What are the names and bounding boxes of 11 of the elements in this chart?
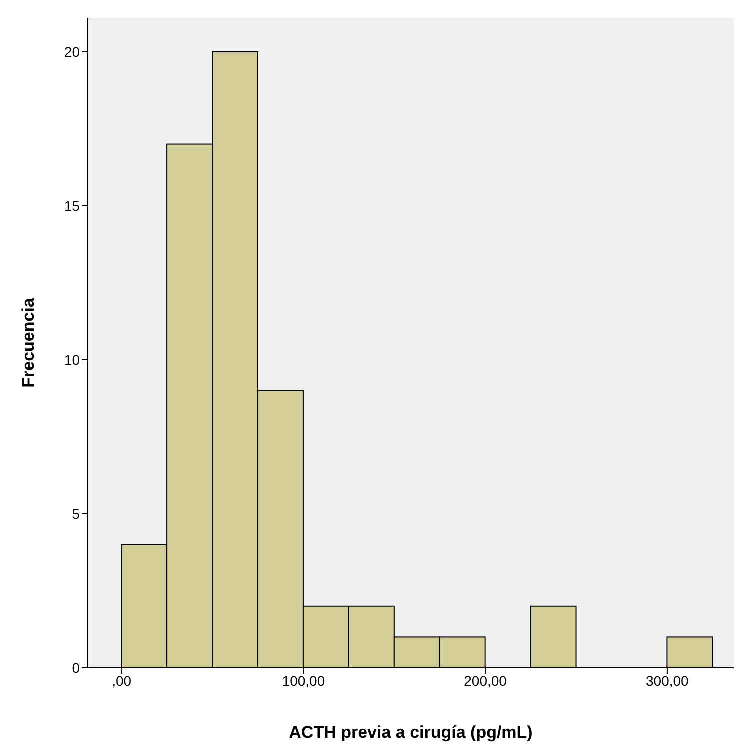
y-tick-label: 5 — [72, 506, 80, 522]
x-tick-label: 300,00 — [646, 672, 690, 689]
y-tick-label: 20 — [64, 44, 80, 60]
x-axis-title: ACTH previa a cirugía (pg/mL) — [289, 723, 533, 742]
x-tick-label: ,00 — [112, 672, 132, 689]
y-axis-title: Frecuencia — [19, 298, 38, 388]
y-tick-label: 15 — [64, 198, 80, 214]
y-tick-label: 10 — [64, 352, 80, 368]
x-tick-label: 200,00 — [464, 672, 508, 689]
x-tick-label: 100,00 — [282, 672, 326, 689]
y-tick-label: 0 — [72, 660, 80, 676]
